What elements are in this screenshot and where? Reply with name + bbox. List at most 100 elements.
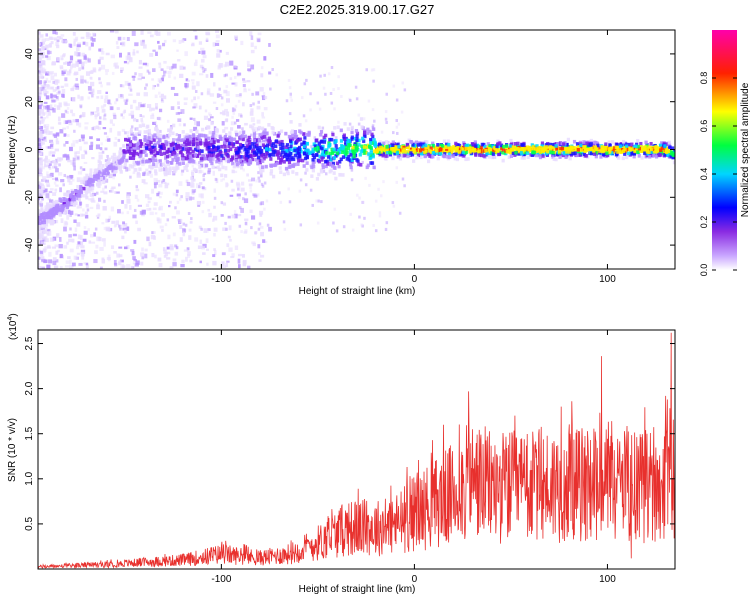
spectrogram-cell <box>194 161 197 165</box>
spectrogram-cell <box>294 141 298 145</box>
spectrogram-cell <box>320 139 324 144</box>
spectrogram-cell <box>229 140 233 144</box>
spectrogram-cell <box>204 143 208 147</box>
spectrogram-cell <box>175 112 181 116</box>
spectrogram-cell <box>45 130 50 135</box>
spectrogram-cell <box>117 224 121 228</box>
spectrogram-cell <box>546 149 550 154</box>
spectrogram-cell <box>247 135 251 140</box>
spectrogram-cell <box>256 148 261 153</box>
spectrogram-cell <box>231 161 235 166</box>
spectrogram-cell <box>38 227 41 231</box>
spectrogram-cell <box>44 93 47 97</box>
spectrogram-cell <box>395 151 400 155</box>
spectrogram-cell <box>348 149 352 154</box>
spectrogram-cell <box>88 46 92 51</box>
spectrogram-cell <box>522 148 526 152</box>
spectrogram-cell <box>90 141 94 147</box>
spectrogram-cell <box>38 199 40 204</box>
spectrogram-cell <box>279 129 284 134</box>
spectrogram-cell <box>164 157 168 163</box>
spectrogram-cell <box>241 137 245 142</box>
spectrogram-cell <box>77 234 81 240</box>
spectrogram-cell <box>55 259 59 263</box>
spectrogram-cell <box>127 52 131 56</box>
spectrogram-cell <box>161 75 165 79</box>
spectrogram-cell <box>209 114 212 117</box>
spectrogram-cell <box>226 111 230 117</box>
spectrogram-cell <box>191 189 194 195</box>
spectrogram-cell <box>268 71 272 75</box>
spectrogram-cell <box>38 87 42 92</box>
spectrogram-cell <box>75 246 80 250</box>
spectrogram-heatmap <box>38 30 675 269</box>
spectrogram-cell <box>232 111 236 115</box>
spectrogram-cell <box>42 166 45 170</box>
spectrogram-cell <box>87 187 92 191</box>
spectrogram-cell <box>85 262 89 266</box>
spectrogram-cell <box>231 107 235 113</box>
spectrogram-cell <box>109 127 113 133</box>
spectrogram-cell <box>202 200 205 204</box>
spectrogram-cell <box>76 222 81 227</box>
spectrogram-cell <box>242 84 246 88</box>
spectrogram-cell <box>166 149 170 154</box>
spectrogram-cell <box>66 103 70 107</box>
spectrogram-cell <box>241 181 245 186</box>
spectrogram-cell <box>436 156 440 161</box>
spectrogram-cell <box>227 215 231 219</box>
spectrogram-cell <box>234 104 238 108</box>
spectrogram-cell <box>181 169 185 173</box>
spectrogram-cell <box>261 143 266 147</box>
spectrogram-cell <box>85 203 89 208</box>
spectrogram-cell <box>126 194 130 199</box>
spectrogram-cell <box>365 145 369 150</box>
spectrogram-cell <box>601 152 606 157</box>
spectrogram-cell <box>146 172 150 176</box>
spectrogram-cell <box>242 78 246 81</box>
spectrogram-cell <box>90 198 95 202</box>
spectrogram-cell <box>324 92 327 96</box>
spectrogram-cell <box>39 231 44 236</box>
spectrogram-cell <box>97 126 102 130</box>
spectrogram-cell <box>152 49 156 52</box>
spectrogram-cell <box>77 241 81 246</box>
spectrogram-cell <box>155 106 158 110</box>
spectrogram-cell <box>61 40 64 43</box>
spectrogram-cell <box>497 148 502 152</box>
spectrogram-cell <box>243 134 247 139</box>
spectrogram-cell <box>285 169 290 174</box>
spectrogram-cell <box>41 212 45 217</box>
spectrogram-cell <box>366 131 370 135</box>
spectrogram-cell <box>134 72 137 76</box>
spectrogram-cell <box>63 143 66 147</box>
spectrogram-cell <box>475 143 480 148</box>
spectrogram-cell <box>50 220 54 225</box>
spectrogram-cell <box>142 62 147 66</box>
spectrogram-cell <box>95 177 99 182</box>
spectrogram-cell <box>55 162 59 166</box>
spectrogram-cell <box>311 168 315 173</box>
spectrogram-cell <box>150 114 155 119</box>
spectrogram-cell <box>231 115 234 119</box>
spectrogram-cell <box>38 37 41 41</box>
spectrogram-cell <box>79 189 83 193</box>
spectrogram-cell <box>212 130 216 135</box>
spectrogram-cell <box>372 138 376 142</box>
spectrogram-cell <box>357 113 361 117</box>
spectrogram-cell <box>60 34 65 37</box>
spectrogram-cell <box>136 50 139 54</box>
spectrogram-cell <box>54 201 58 206</box>
spectrogram-cell <box>38 208 41 214</box>
spectrogram-cell <box>332 147 336 152</box>
spectrogram-cell <box>63 197 67 202</box>
spectrogram-cell <box>210 161 214 166</box>
spectrogram-cell <box>236 152 240 157</box>
spectrogram-cell <box>330 66 334 70</box>
spectrogram-cell <box>200 227 203 231</box>
spectrogram-cell <box>83 262 86 265</box>
spectrogram-cell <box>291 170 295 174</box>
spectrogram-cell <box>80 179 84 184</box>
spectrogram-cell <box>198 185 201 189</box>
